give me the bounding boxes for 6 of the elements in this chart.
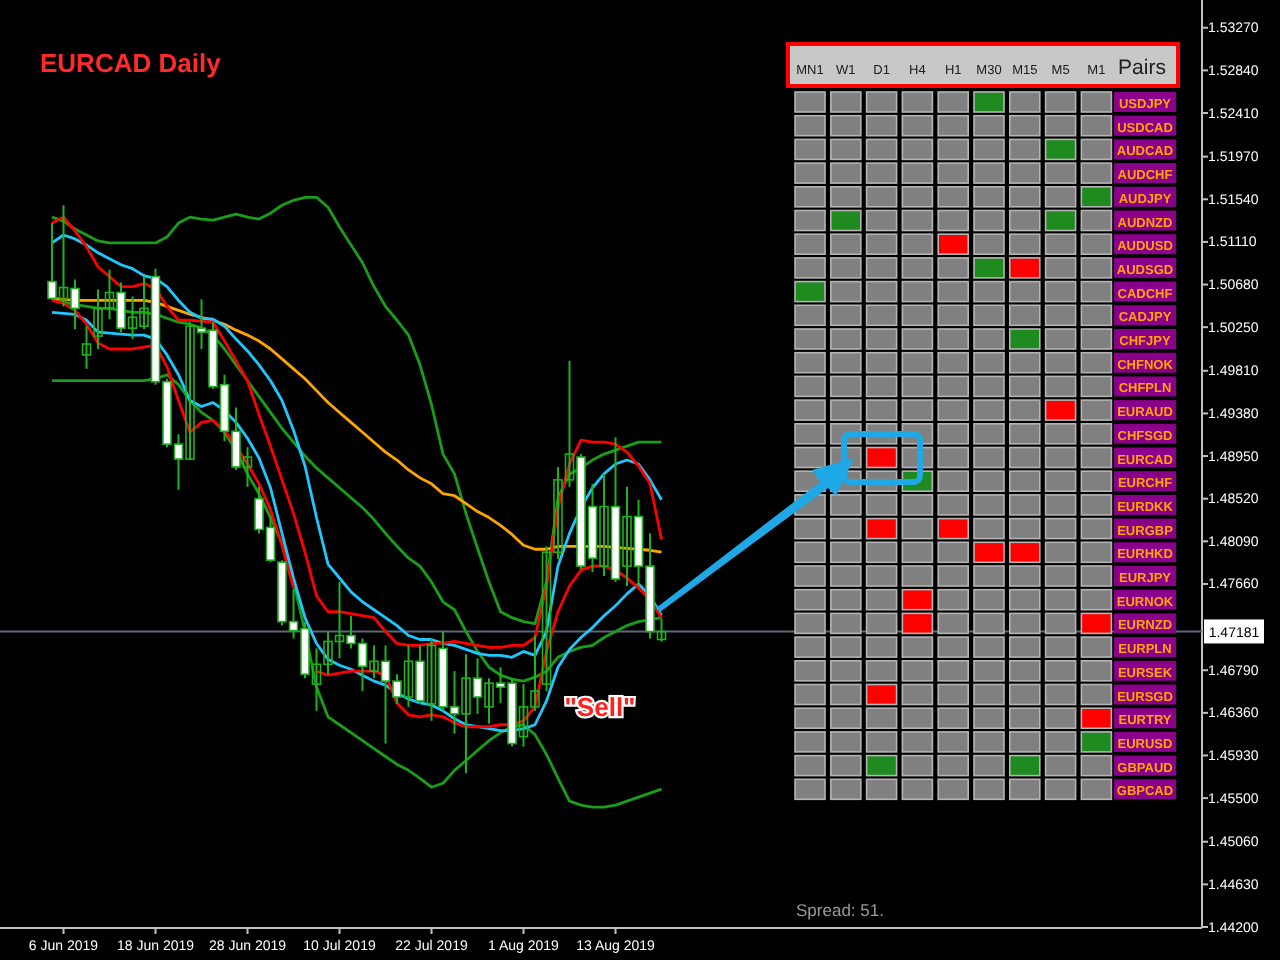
- text: Pairs: [1118, 56, 1166, 80]
- text: EURCAD Daily: [40, 48, 223, 78]
- annotation: "Sell": [564, 692, 636, 722]
- candlestick: [81, 325, 92, 370]
- text: Spread: 51.: [796, 900, 884, 920]
- line-series: [50, 373, 663, 809]
